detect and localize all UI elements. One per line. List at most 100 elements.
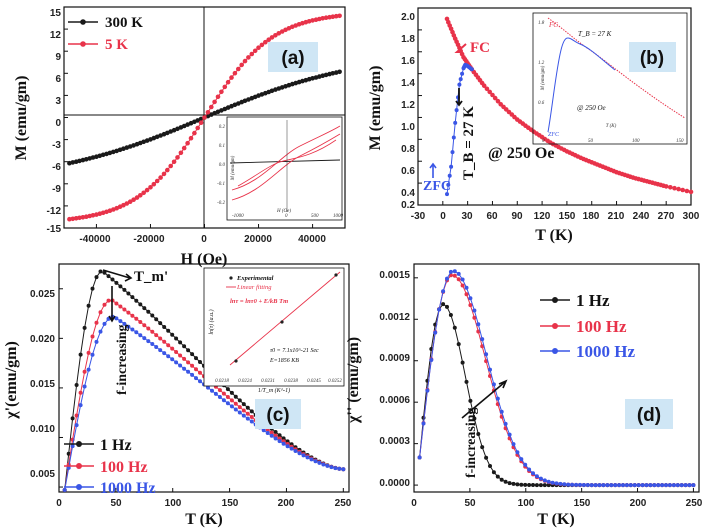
a-series-1-point [141,190,146,196]
c-series-1-point [273,433,278,438]
d-series-2-point [534,474,539,479]
a-ytick: -12 [47,206,62,217]
d-series-2-point [589,483,594,488]
b-xtick: -30 [411,211,426,222]
b-ytick: 0.4 [401,188,415,199]
panel-d-ticks [413,277,694,492]
d-series-1-point [480,344,485,349]
b-fc-label: FC [470,40,490,56]
d-series-2-point [503,421,508,426]
c-series-2-point [237,410,242,415]
c-series-2-point [170,357,175,362]
c-series-2-point [317,460,322,465]
d-series-2-point [464,285,469,290]
c-series-1-point [225,395,230,399]
d-series-2-point [687,483,692,488]
c-series-2-point [245,416,250,421]
b-field-label: @ 250 Oe [488,145,554,162]
c-series-2-point [249,419,254,424]
a-series-1-point [205,110,211,115]
d-series-2-point [437,307,442,312]
c-xtick: 0 [56,498,62,509]
a-inset-ytick: 0.0 [219,163,226,168]
d-series-2-point [527,467,532,472]
d-series-2-point [417,455,422,460]
b-zfc-point [454,108,459,113]
b-xtick: 300 [683,211,700,222]
d-series-0-point [456,342,461,347]
c-inset-xtick: 0.0245 [307,379,321,384]
c-series-1-point [78,390,83,395]
a-series-1-point [181,145,187,151]
b-fc-point [484,86,490,92]
c-series-2-point [261,428,266,433]
c-legend-1000hz-marker [76,484,82,490]
c-series-2-point [273,436,278,441]
d-series-2-point [425,388,430,393]
a-series-1-point [168,163,173,169]
d-series-2-point [679,483,684,488]
b-xtick: 210 [608,211,625,222]
b-xtick: 30 [461,211,473,222]
d-series-0-point [441,302,446,307]
c-series-0-point [142,306,147,311]
c-inset-frame [203,267,345,387]
d-series-1-point [476,329,481,334]
c-series-2-point [126,324,131,329]
b-zfc-point [457,82,462,87]
d-series-0-point [472,416,477,421]
d-xtick: 250 [686,498,703,509]
c-series-2-point [321,462,326,467]
c-inset-ylabel: ln(τ) (a.u.) [208,309,215,334]
c-series-2-point [174,360,179,365]
d-ytick: 0.0009 [379,353,410,364]
b-inset-fc-label: FC [548,21,558,29]
c-series-0-point [86,303,91,308]
c-series-1-point [186,360,191,365]
c-series-2-point [198,379,202,384]
c-series-2-point [337,466,342,471]
a-series-0-point [337,69,342,75]
a-series-1-point [249,51,255,57]
c-series-1-point [74,413,79,418]
c-series-2-point [225,401,230,406]
a-series-1-point [330,14,336,19]
a-ytick: -9 [52,184,61,195]
c-series-2-point [158,348,163,353]
c-series-0-point [273,430,278,434]
c-series-1-point [198,370,202,375]
a-series-1-point [171,159,177,165]
c-inset-equation: lnτ = lnτ0 + E/kB Tm [230,298,288,305]
c-series-1-point [162,339,167,344]
a-series-1-point [165,167,170,173]
a-series-1-point [236,66,241,72]
a-y-axis-label: M (emu/gm) [13,76,30,161]
d-series-0-point [495,474,500,479]
d-series-2-point [640,483,645,488]
c-series-2-point [66,465,71,470]
c-inset-legend-dot [229,276,233,280]
c-inset-xtick: 0.0252 [328,379,342,384]
d-series-0-point [503,479,508,484]
d-series-2-point [472,308,477,313]
d-series-2-point [468,296,473,301]
d-ytick: 0.0003 [379,436,410,447]
c-legend-100hz-marker [76,463,82,469]
b-ytick: 0.6 [401,166,415,177]
a-series-1-point [131,197,136,202]
c-series-2-point [94,339,99,344]
d-series-2-point [445,276,449,281]
c-series-0-point [102,270,107,275]
b-x-axis-label: T (K) [535,227,572,244]
b-inset-xtick: 0 [542,139,545,144]
b-zfc-point [446,182,451,187]
a-xtick: -40000 [79,234,111,245]
d-series-2-point [554,481,559,486]
d-series-2-point [484,352,489,357]
c-series-1-point [118,304,123,309]
a-series-1-point [148,185,153,190]
d-series-0-point [445,304,449,309]
c-series-0-point [146,309,151,314]
panel-d-tag-bg [625,399,673,429]
a-series-1-point [215,94,221,100]
